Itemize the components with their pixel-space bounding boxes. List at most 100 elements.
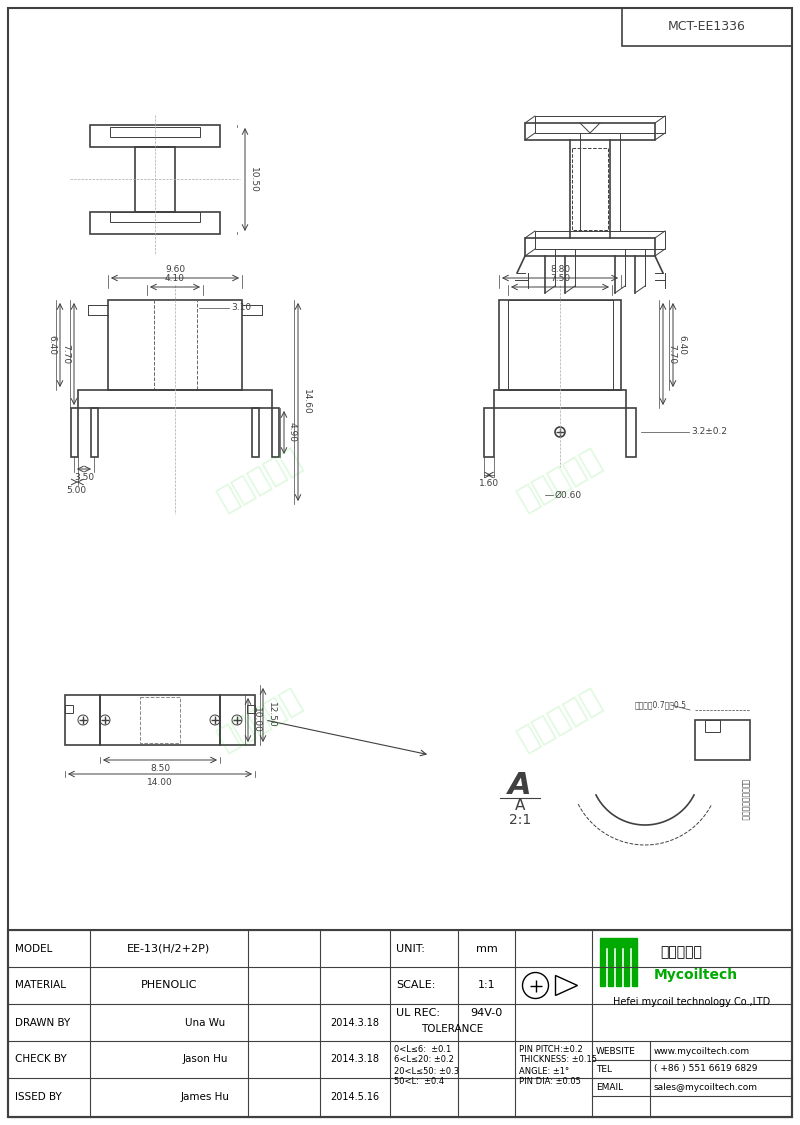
Bar [90, 212, 220, 234]
Text: 50<L:  ±0.4: 50<L: ±0.4 [394, 1078, 444, 1087]
Text: ( +86 ) 551 6619 6829: ( +86 ) 551 6619 6829 [654, 1064, 758, 1073]
Text: 4.10: 4.10 [165, 274, 185, 284]
Text: 5.00: 5.00 [66, 486, 86, 495]
Bar [154, 300, 197, 390]
Text: WEBSITE: WEBSITE [596, 1046, 636, 1055]
Bar [71, 408, 78, 457]
Text: sales@mycoiltech.com: sales@mycoiltech.com [654, 1082, 758, 1091]
Text: 麦可一科技: 麦可一科技 [214, 444, 306, 515]
Text: 2014.5.16: 2014.5.16 [330, 1092, 379, 1102]
Bar [572, 148, 608, 229]
Text: 1:1: 1:1 [478, 981, 495, 990]
Text: 麦可一科技: 麦可一科技 [514, 444, 606, 515]
Text: 7.50: 7.50 [550, 274, 570, 284]
Text: 8.80: 8.80 [550, 266, 570, 274]
Text: 2014.3.18: 2014.3.18 [330, 1017, 379, 1027]
Bar [220, 695, 255, 745]
Text: EE-13(H/2+2P): EE-13(H/2+2P) [127, 944, 210, 954]
Bar [108, 300, 242, 390]
Text: 9.60: 9.60 [165, 266, 185, 274]
Bar [90, 125, 220, 147]
Text: 2014.3.18: 2014.3.18 [330, 1054, 379, 1064]
Text: Una Wu: Una Wu [185, 1017, 225, 1027]
Text: Mycoiltech: Mycoiltech [654, 968, 738, 982]
Bar [494, 390, 626, 408]
Text: PHENOLIC: PHENOLIC [141, 981, 198, 990]
Text: 6.40: 6.40 [677, 335, 686, 356]
Text: 压渏宽度0.7深度0.5: 压渏宽度0.7深度0.5 [635, 701, 687, 710]
Text: SCALE:: SCALE: [396, 981, 435, 990]
Bar [632, 938, 637, 986]
Bar [621, 938, 624, 947]
Text: A: A [515, 798, 525, 812]
Text: www.mycoiltech.com: www.mycoiltech.com [654, 1046, 750, 1055]
Text: DRAWN BY: DRAWN BY [15, 1017, 70, 1027]
Bar [140, 698, 180, 742]
Text: 0<L≤6:  ±0.1: 0<L≤6: ±0.1 [394, 1044, 451, 1053]
Text: 麦可一科技: 麦可一科技 [214, 685, 306, 755]
Bar [135, 147, 175, 212]
Text: PIN PITCH:±0.2: PIN PITCH:±0.2 [519, 1044, 582, 1053]
Bar [65, 695, 100, 745]
Text: A: A [508, 771, 532, 800]
Text: 3.10: 3.10 [231, 304, 251, 313]
Text: 压渏长度与各点等分: 压渏长度与各点等分 [741, 780, 750, 821]
Bar [91, 408, 98, 457]
Text: THICKNESS: ±0.15: THICKNESS: ±0.15 [519, 1055, 597, 1064]
Text: 7.70: 7.70 [667, 344, 676, 364]
Text: 14.00: 14.00 [147, 778, 173, 787]
Text: 7.70: 7.70 [61, 344, 70, 364]
Text: MCT-EE1336: MCT-EE1336 [668, 20, 746, 34]
Text: PIN DIA: ±0.05: PIN DIA: ±0.05 [519, 1078, 581, 1087]
Bar [629, 938, 632, 947]
Text: 10.50: 10.50 [249, 166, 258, 192]
Bar [252, 408, 259, 457]
Bar [78, 390, 272, 408]
Text: EMAIL: EMAIL [596, 1082, 623, 1091]
Text: Jason Hu: Jason Hu [182, 1054, 228, 1064]
Bar [600, 938, 605, 986]
Bar [695, 720, 750, 760]
Text: James Hu: James Hu [181, 1092, 230, 1102]
Text: 20<L≤50: ±0.3: 20<L≤50: ±0.3 [394, 1066, 459, 1076]
Bar [65, 705, 73, 713]
Text: 4.90: 4.90 [288, 423, 297, 442]
Text: 6<L≤20: ±0.2: 6<L≤20: ±0.2 [394, 1055, 454, 1064]
Text: 3.2±0.2: 3.2±0.2 [691, 428, 727, 436]
Text: 94V-0: 94V-0 [470, 1008, 502, 1018]
Text: ANGLE: ±1°: ANGLE: ±1° [519, 1066, 569, 1076]
Text: Hefei mycoil technology Co.,LTD: Hefei mycoil technology Co.,LTD [614, 997, 770, 1007]
Text: MATERIAL: MATERIAL [15, 981, 66, 990]
Text: Ø0.60: Ø0.60 [555, 490, 582, 500]
Text: UNIT:: UNIT: [396, 944, 425, 954]
Text: 6.40: 6.40 [47, 335, 56, 356]
Text: 12.50: 12.50 [267, 702, 276, 728]
Text: 8.50: 8.50 [150, 764, 170, 773]
Text: TOLERANCE: TOLERANCE [422, 1025, 484, 1035]
Text: MODEL: MODEL [15, 944, 52, 954]
Bar [608, 938, 613, 986]
Text: 10.00: 10.00 [252, 708, 261, 734]
Bar [247, 705, 255, 713]
Bar [100, 695, 220, 745]
Text: 麦可一科技: 麦可一科技 [660, 945, 702, 958]
Text: 麦可一科技: 麦可一科技 [514, 685, 606, 755]
Text: CHECK BY: CHECK BY [15, 1054, 66, 1064]
Bar [484, 408, 494, 457]
Bar [508, 300, 613, 390]
Bar [616, 938, 621, 986]
Text: 14.60: 14.60 [302, 389, 311, 415]
Bar [705, 720, 720, 732]
Bar [499, 300, 621, 390]
Text: 1.60: 1.60 [479, 479, 499, 488]
Bar [110, 127, 200, 137]
Bar [626, 408, 636, 457]
Text: ISSED BY: ISSED BY [15, 1092, 62, 1102]
Bar [622, 8, 792, 46]
Text: 2:1: 2:1 [509, 813, 531, 827]
Text: TEL: TEL [596, 1064, 612, 1073]
Bar [8, 930, 792, 1117]
Bar [613, 938, 616, 947]
Bar [110, 212, 200, 222]
Bar [605, 938, 608, 947]
